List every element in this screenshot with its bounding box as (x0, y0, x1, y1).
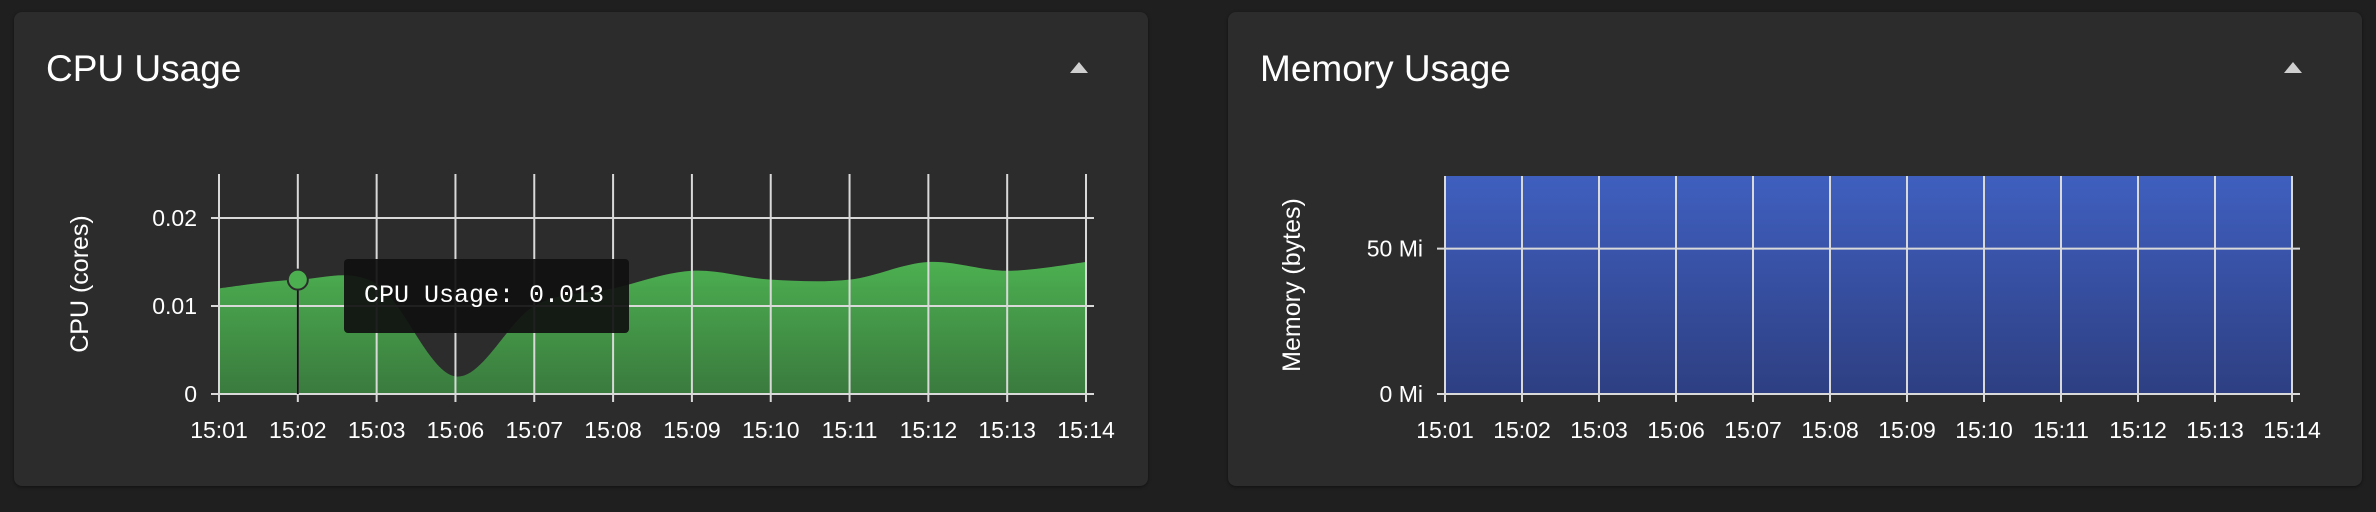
chevron-up-icon[interactable] (2284, 62, 2302, 73)
series-area (1445, 176, 2292, 394)
cpu-usage-chart[interactable]: 15:01 15:02 15:03 15:06 15:07 15:08 15:09 15:10… (14, 12, 1148, 486)
x-tick-label: 15:02 (1493, 417, 1551, 443)
y-tick-label: 0.02 (152, 205, 197, 231)
x-tick-label: 15:11 (2033, 417, 2089, 443)
y-axis-title: Memory (bytes) (1278, 198, 1306, 372)
x-tick-label: 15:06 (1647, 417, 1705, 443)
x-tick-label: 15:10 (742, 417, 800, 443)
x-tick-label: 15:09 (663, 417, 721, 443)
x-tick-label: 15:01 (190, 417, 248, 443)
x-tick-label: 15:03 (1570, 417, 1628, 443)
x-tick-label: 15:02 (269, 417, 327, 443)
chart-tooltip: CPU Usage: 0.013 (344, 259, 629, 333)
panel-title: CPU Usage (46, 48, 242, 89)
x-tick-label: 15:11 (822, 417, 878, 443)
x-tick-label: 15:08 (1801, 417, 1859, 443)
y-axis-title: CPU (cores) (66, 215, 94, 353)
memory-usage-chart[interactable]: 15:01 15:02 15:03 15:06 15:07 15:08 15:09 15:10… (1228, 12, 2362, 486)
x-tick-label: 15:12 (2109, 417, 2167, 443)
x-tick-label: 15:12 (900, 417, 958, 443)
x-tick-label: 15:14 (2263, 417, 2321, 443)
y-tick-label: 0.01 (152, 293, 197, 319)
x-tick-label: 15:14 (1057, 417, 1115, 443)
y-tick-label: 0 (184, 381, 197, 407)
x-tick-label: 15:03 (348, 417, 406, 443)
memory-usage-panel: Memory Usage 15:01 15:02 15:03 15:06 15:07 15… (1228, 12, 2362, 486)
x-tick-label: 15:10 (1955, 417, 2013, 443)
x-tick-label: 15:06 (427, 417, 485, 443)
x-tick-label: 15:01 (1416, 417, 1474, 443)
x-tick-label: 15:13 (2186, 417, 2244, 443)
panel-title: Memory Usage (1260, 48, 1511, 89)
hover-point (286, 268, 309, 291)
series-area (219, 261, 1086, 394)
x-tick-label: 15:08 (584, 417, 642, 443)
x-tick-label: 15:07 (1724, 417, 1782, 443)
y-tick-label: 50 Mi (1367, 236, 1423, 262)
x-tick-label: 15:07 (505, 417, 563, 443)
cpu-usage-panel: CPU Usage 15:01 15:02 15:03 15:06 15:07 15:08… (14, 12, 1148, 486)
chevron-up-icon[interactable] (1070, 62, 1088, 73)
x-tick-label: 15:09 (1878, 417, 1936, 443)
x-tick-label: 15:13 (978, 417, 1036, 443)
y-tick-label: 0 Mi (1380, 381, 1423, 407)
